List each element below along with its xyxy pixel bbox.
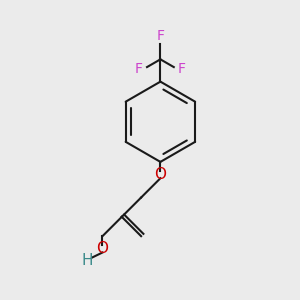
Text: O: O (97, 241, 109, 256)
Text: F: F (156, 29, 164, 44)
Text: F: F (178, 61, 186, 76)
Text: H: H (82, 253, 93, 268)
Text: O: O (154, 167, 166, 182)
Text: F: F (135, 61, 143, 76)
